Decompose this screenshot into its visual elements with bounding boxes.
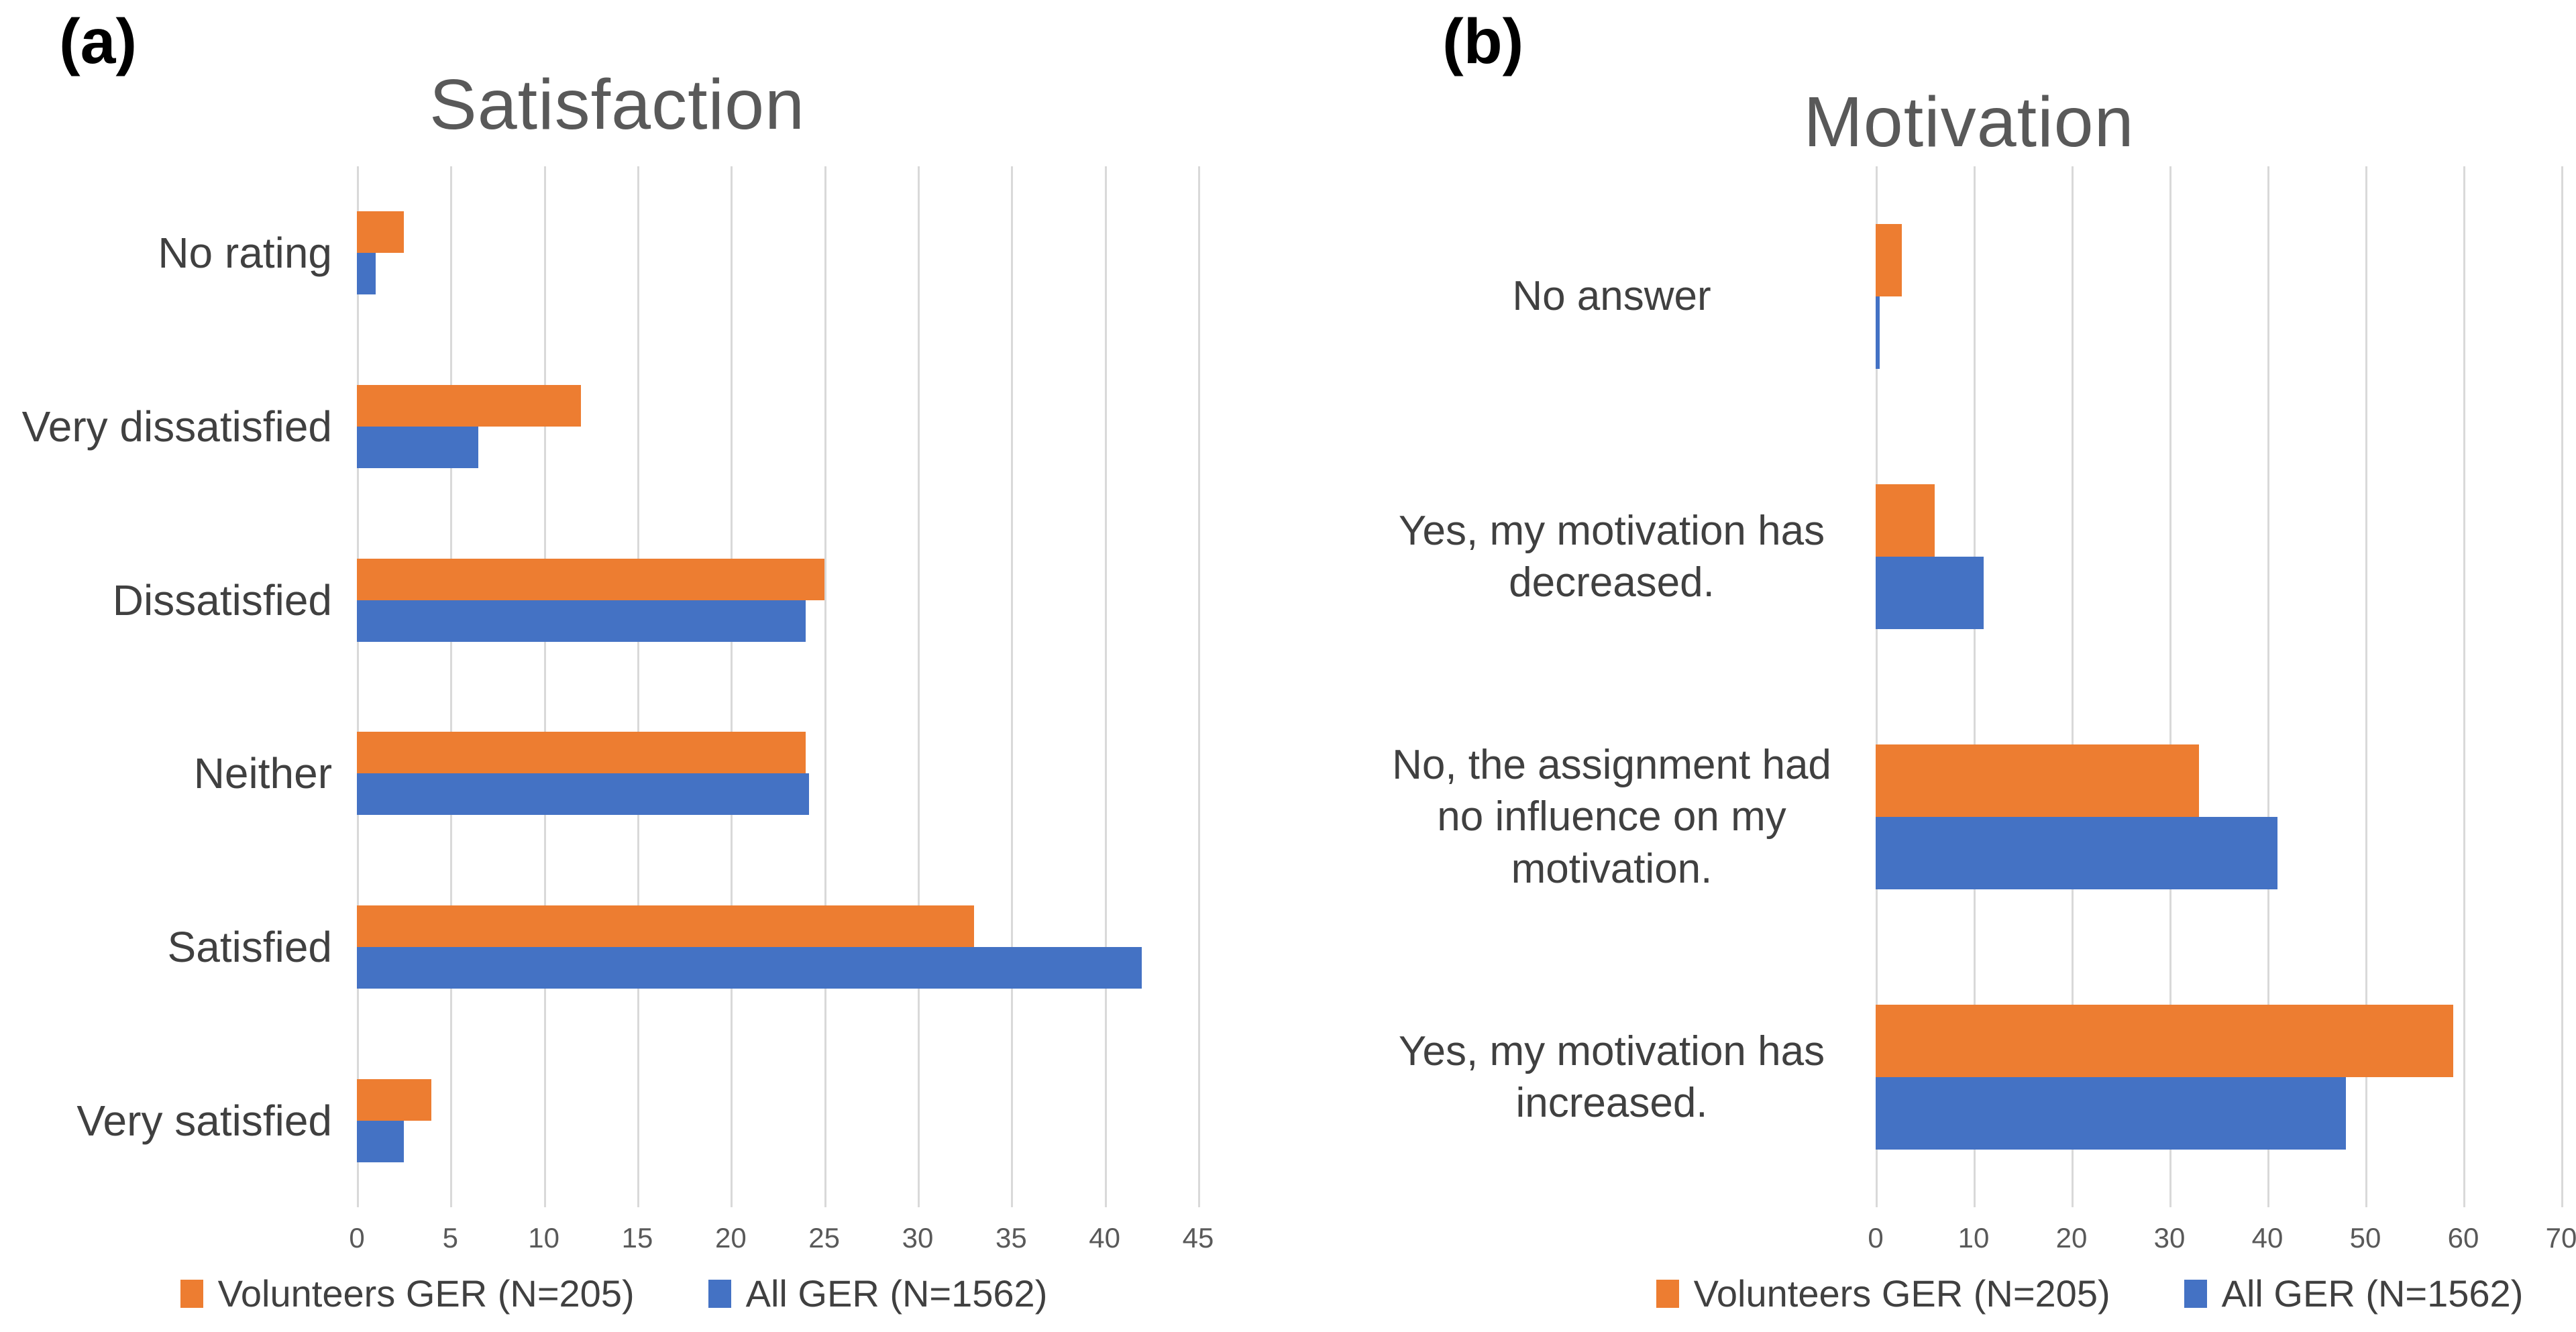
category-label-4: Satisfied [167, 923, 332, 971]
bar-all-ger-5 [357, 1120, 404, 1162]
bar-all-ger-1 [1876, 557, 1984, 629]
legend-swatch-icon [180, 1279, 203, 1308]
gridline-x-70 [2561, 166, 2563, 1207]
gridline-x-5 [450, 166, 453, 1207]
x-tick-label-35: 35 [995, 1222, 1027, 1254]
gridline-x-15 [637, 166, 639, 1207]
x-tick-label-40: 40 [2251, 1222, 2284, 1254]
category-label-3: Yes, my motivation has increased. [1398, 1028, 1825, 1127]
x-tick-label-20: 20 [714, 1222, 747, 1254]
panel-motivation: (b) Motivation 0 10 20 30 40 50 60 70 No answer Y… [1375, 0, 2576, 1332]
bar-all-ger-0 [357, 253, 376, 295]
category-label-3: Neither [193, 749, 332, 798]
gridline-x-0 [357, 166, 359, 1207]
bar-volunteers-ger-1 [357, 385, 582, 427]
x-tick-label-10: 10 [1957, 1222, 1990, 1254]
bar-all-ger-4 [357, 947, 1142, 989]
bar-volunteers-ger-3 [1876, 1005, 2454, 1077]
x-tick-label-10: 10 [528, 1222, 560, 1254]
legend-label: All GER (N=1562) [2221, 1272, 2524, 1315]
legend-label: Volunteers GER (N=205) [217, 1272, 635, 1315]
x-tick-label-30: 30 [902, 1222, 934, 1254]
bar-all-ger-1 [357, 427, 479, 468]
gridline-x-10 [543, 166, 546, 1207]
legend: Volunteers GER (N=205) All GER (N=1562) [1656, 1272, 2524, 1315]
x-tick-label-15: 15 [621, 1222, 653, 1254]
panel-letter-b: (b) [1442, 6, 1524, 77]
bar-all-ger-3 [1876, 1077, 2346, 1150]
gridline-x-30 [918, 166, 920, 1207]
chart-title-satisfaction: Satisfaction [429, 65, 805, 144]
gridline-x-20 [731, 166, 733, 1207]
gridline-x-20 [2072, 166, 2074, 1207]
bar-all-ger-3 [357, 773, 810, 816]
bar-volunteers-ger-0 [357, 211, 404, 254]
bar-volunteers-ger-1 [1876, 484, 1935, 557]
x-tick-label-20: 20 [2055, 1222, 2088, 1254]
bar-all-ger-2 [357, 600, 806, 642]
category-label-0: No answer [1512, 273, 1711, 320]
x-tick-label-25: 25 [808, 1222, 841, 1254]
plot-area-satisfaction [357, 166, 1200, 1207]
gridline-x-25 [824, 166, 826, 1207]
x-tick-label-60: 60 [2447, 1222, 2479, 1254]
gridline-x-45 [1198, 166, 1200, 1207]
category-label-1: Very dissatisfied [21, 402, 332, 451]
x-tick-label-0: 0 [349, 1222, 365, 1254]
legend-item-all-ger: All GER (N=1562) [708, 1272, 1048, 1315]
legend-label: Volunteers GER (N=205) [1693, 1272, 2110, 1315]
category-label-2: Dissatisfied [112, 575, 332, 624]
legend: Volunteers GER (N=205) All GER (N=1562) [40, 1272, 1187, 1315]
plot-area-motivation [1876, 166, 2563, 1207]
panel-letter-a: (a) [59, 6, 138, 77]
bar-volunteers-ger-5 [357, 1078, 432, 1121]
x-tick-label-50: 50 [2349, 1222, 2381, 1254]
bar-volunteers-ger-4 [357, 905, 974, 947]
legend-label: All GER (N=1562) [745, 1272, 1048, 1315]
category-label-1: Yes, my motivation has decreased. [1398, 507, 1825, 606]
legend-item-volunteers-ger: Volunteers GER (N=205) [180, 1272, 635, 1315]
bar-volunteers-ger-3 [357, 732, 806, 774]
legend-item-all-ger: All GER (N=1562) [2184, 1272, 2524, 1315]
category-label-2: No, the assignment had no influence on m… [1392, 741, 1831, 892]
chart-title-motivation: Motivation [1803, 82, 2135, 162]
x-tick-label-45: 45 [1182, 1222, 1214, 1254]
bar-volunteers-ger-2 [357, 558, 824, 600]
bar-all-ger-0 [1876, 296, 1880, 369]
bar-all-ger-2 [1876, 817, 2277, 889]
gridline-x-0 [1876, 166, 1878, 1207]
x-tick-label-40: 40 [1089, 1222, 1121, 1254]
category-label-0: No rating [158, 229, 332, 278]
gridline-x-10 [1974, 166, 1976, 1207]
gridline-x-30 [2169, 166, 2171, 1207]
legend-item-volunteers-ger: Volunteers GER (N=205) [1656, 1272, 2110, 1315]
legend-swatch-icon [1656, 1279, 1679, 1308]
legend-swatch-icon [2184, 1279, 2207, 1308]
gridline-x-60 [2463, 166, 2465, 1207]
category-label-5: Very satisfied [76, 1096, 332, 1145]
panel-satisfaction: (a) Satisfaction 0 5 10 15 20 25 30 35 40 45 No ra… [21, 6, 1214, 1315]
x-tick-label-5: 5 [442, 1222, 459, 1254]
bar-volunteers-ger-0 [1876, 224, 1902, 296]
bar-volunteers-ger-2 [1876, 744, 2199, 817]
gridline-x-40 [1104, 166, 1107, 1207]
x-tick-label-70: 70 [2545, 1222, 2576, 1254]
legend-swatch-icon [708, 1279, 731, 1308]
gridline-x-50 [2365, 166, 2367, 1207]
gridline-x-40 [2267, 166, 2269, 1207]
x-tick-label-0: 0 [1868, 1222, 1884, 1254]
x-tick-label-30: 30 [2153, 1222, 2186, 1254]
gridline-x-35 [1011, 166, 1014, 1207]
